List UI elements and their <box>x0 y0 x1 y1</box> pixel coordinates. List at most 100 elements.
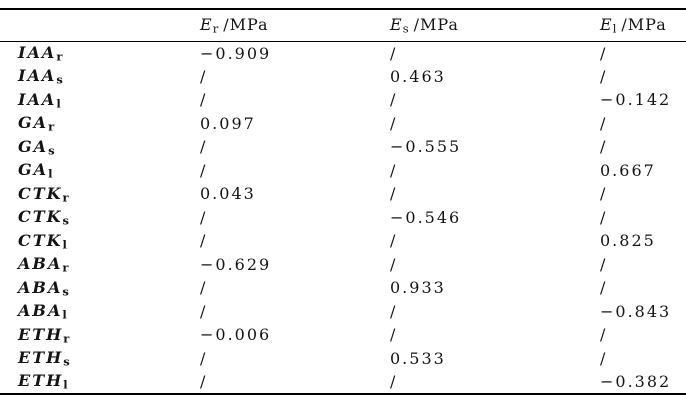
hormone-label: ETH <box>18 371 64 390</box>
value-cell-el: −0.843 <box>600 301 672 321</box>
table-row: CTKl / / 0.825 <box>0 229 686 253</box>
hormone-subscript: l <box>62 307 67 322</box>
hormone-label: GA <box>18 113 49 132</box>
hormone-label: CTK <box>18 230 63 250</box>
value-cell-er: / <box>200 90 208 110</box>
row-header-cell: IAAr <box>0 41 182 65</box>
table-row: ABAs / 0.933 / <box>0 276 686 300</box>
row-header-cell: ABAs <box>0 276 182 300</box>
value-cell-es: −0.546 <box>390 207 462 227</box>
row-header-cell: GAl <box>0 159 182 183</box>
hormone-label: IAA <box>18 66 57 85</box>
value-cell-er: 0.097 <box>200 113 256 133</box>
row-header-cell: ABAr <box>0 253 182 277</box>
table-row: GAl / / 0.667 <box>0 159 686 183</box>
row-header-cell: IAAl <box>0 88 182 112</box>
row-header-cell: CTKs <box>0 206 182 230</box>
value-cell-es: 0.533 <box>390 348 446 368</box>
value-cell-er: −0.909 <box>200 43 272 63</box>
value-cell-er: / <box>200 231 208 251</box>
value-cell-es: / <box>390 371 398 391</box>
modulus-subscript: r <box>212 21 219 36</box>
value-cell-er: / <box>200 371 208 391</box>
hormone-label: GA <box>18 160 49 179</box>
value-cell-el: −0.382 <box>600 371 672 391</box>
value-cell-er: 0.043 <box>200 184 256 204</box>
modulus-symbol: E <box>200 15 213 34</box>
unit-label: /MPa <box>621 15 667 34</box>
hormone-subscript: r <box>63 331 70 345</box>
col-header-el: El/MPa <box>582 9 686 41</box>
value-cell-es: / <box>390 301 398 321</box>
value-cell-es: 0.933 <box>390 278 446 298</box>
row-header-cell: ETHs <box>0 347 182 371</box>
modulus-symbol: E <box>600 15 613 34</box>
hormone-label: ABA <box>18 301 63 320</box>
unit-label: /MPa <box>223 15 269 34</box>
row-header-cell: ETHl <box>0 370 182 394</box>
value-cell-el: / <box>600 325 608 345</box>
value-cell-el: / <box>600 348 608 368</box>
modulus-subscript: l <box>612 21 617 36</box>
hormone-subscript: l <box>56 96 61 110</box>
table-row: GAr 0.097 / / <box>0 112 686 136</box>
hormone-subscript: l <box>62 237 67 251</box>
row-header-cell: GAr <box>0 112 182 136</box>
value-cell-er: / <box>200 160 208 180</box>
hormone-subscript: l <box>48 166 53 181</box>
hormone-modulus-correlation-table: Er/MPa Es/MPa El/MPa IAAr −0.909 / / IAA… <box>0 8 686 395</box>
value-cell-es: −0.555 <box>390 137 462 157</box>
hormone-subscript: r <box>62 190 69 204</box>
value-cell-es: / <box>390 184 398 204</box>
value-cell-er: −0.629 <box>200 254 272 274</box>
hormone-subscript: r <box>56 49 63 64</box>
value-cell-el: −0.142 <box>600 90 672 110</box>
hormone-subscript: s <box>62 213 70 228</box>
value-cell-er: / <box>200 278 208 298</box>
row-header-cell: ETHr <box>0 323 182 347</box>
value-cell-es: 0.463 <box>390 66 446 86</box>
hormone-label: ETH <box>18 348 64 367</box>
row-header-cell: IAAs <box>0 65 182 89</box>
hormone-subscript: r <box>48 119 55 134</box>
value-cell-el: / <box>600 184 608 204</box>
hormone-label: GA <box>18 136 49 156</box>
value-cell-er: / <box>200 137 208 157</box>
table-head: Er/MPa Es/MPa El/MPa <box>0 9 686 41</box>
value-cell-es: / <box>390 43 398 63</box>
value-cell-es: / <box>390 325 398 345</box>
row-header-cell: CTKr <box>0 182 182 206</box>
value-cell-es: / <box>390 160 398 180</box>
value-cell-el: / <box>600 278 608 298</box>
table-row: IAAr −0.909 / / <box>0 41 686 65</box>
table-row: ABAr −0.629 / / <box>0 253 686 277</box>
hormone-subscript: l <box>63 377 68 392</box>
row-header-cell: GAs <box>0 135 182 159</box>
table-row: CTKs / −0.546 / <box>0 206 686 230</box>
hormone-label: ABA <box>18 254 63 273</box>
hormone-subscript: s <box>62 284 69 298</box>
hormone-subscript: s <box>48 143 55 157</box>
table-header-row: Er/MPa Es/MPa El/MPa <box>0 9 686 41</box>
hormone-label: IAA <box>18 89 57 109</box>
table-row: IAAs / 0.463 / <box>0 65 686 89</box>
col-header-er: Er/MPa <box>182 9 372 41</box>
hormone-label: CTK <box>18 207 63 226</box>
table-row: CTKr 0.043 / / <box>0 182 686 206</box>
hormone-subscript: s <box>63 354 70 369</box>
unit-label: /MPa <box>413 15 459 34</box>
value-cell-er: / <box>200 348 208 368</box>
table-row: GAs / −0.555 / <box>0 135 686 159</box>
table-row: ETHr −0.006 / / <box>0 323 686 347</box>
value-cell-el: / <box>600 207 608 227</box>
corner-cell <box>0 9 182 41</box>
modulus-symbol: E <box>390 15 403 34</box>
table-row: ABAl / / −0.843 <box>0 300 686 324</box>
hormone-label: IAA <box>18 42 57 62</box>
value-cell-es: / <box>390 231 398 251</box>
value-cell-er: −0.006 <box>200 325 272 345</box>
hormone-label: ABA <box>18 277 63 297</box>
value-cell-er: / <box>200 301 208 321</box>
hormone-subscript: r <box>62 260 69 275</box>
value-cell-es: / <box>390 113 398 133</box>
